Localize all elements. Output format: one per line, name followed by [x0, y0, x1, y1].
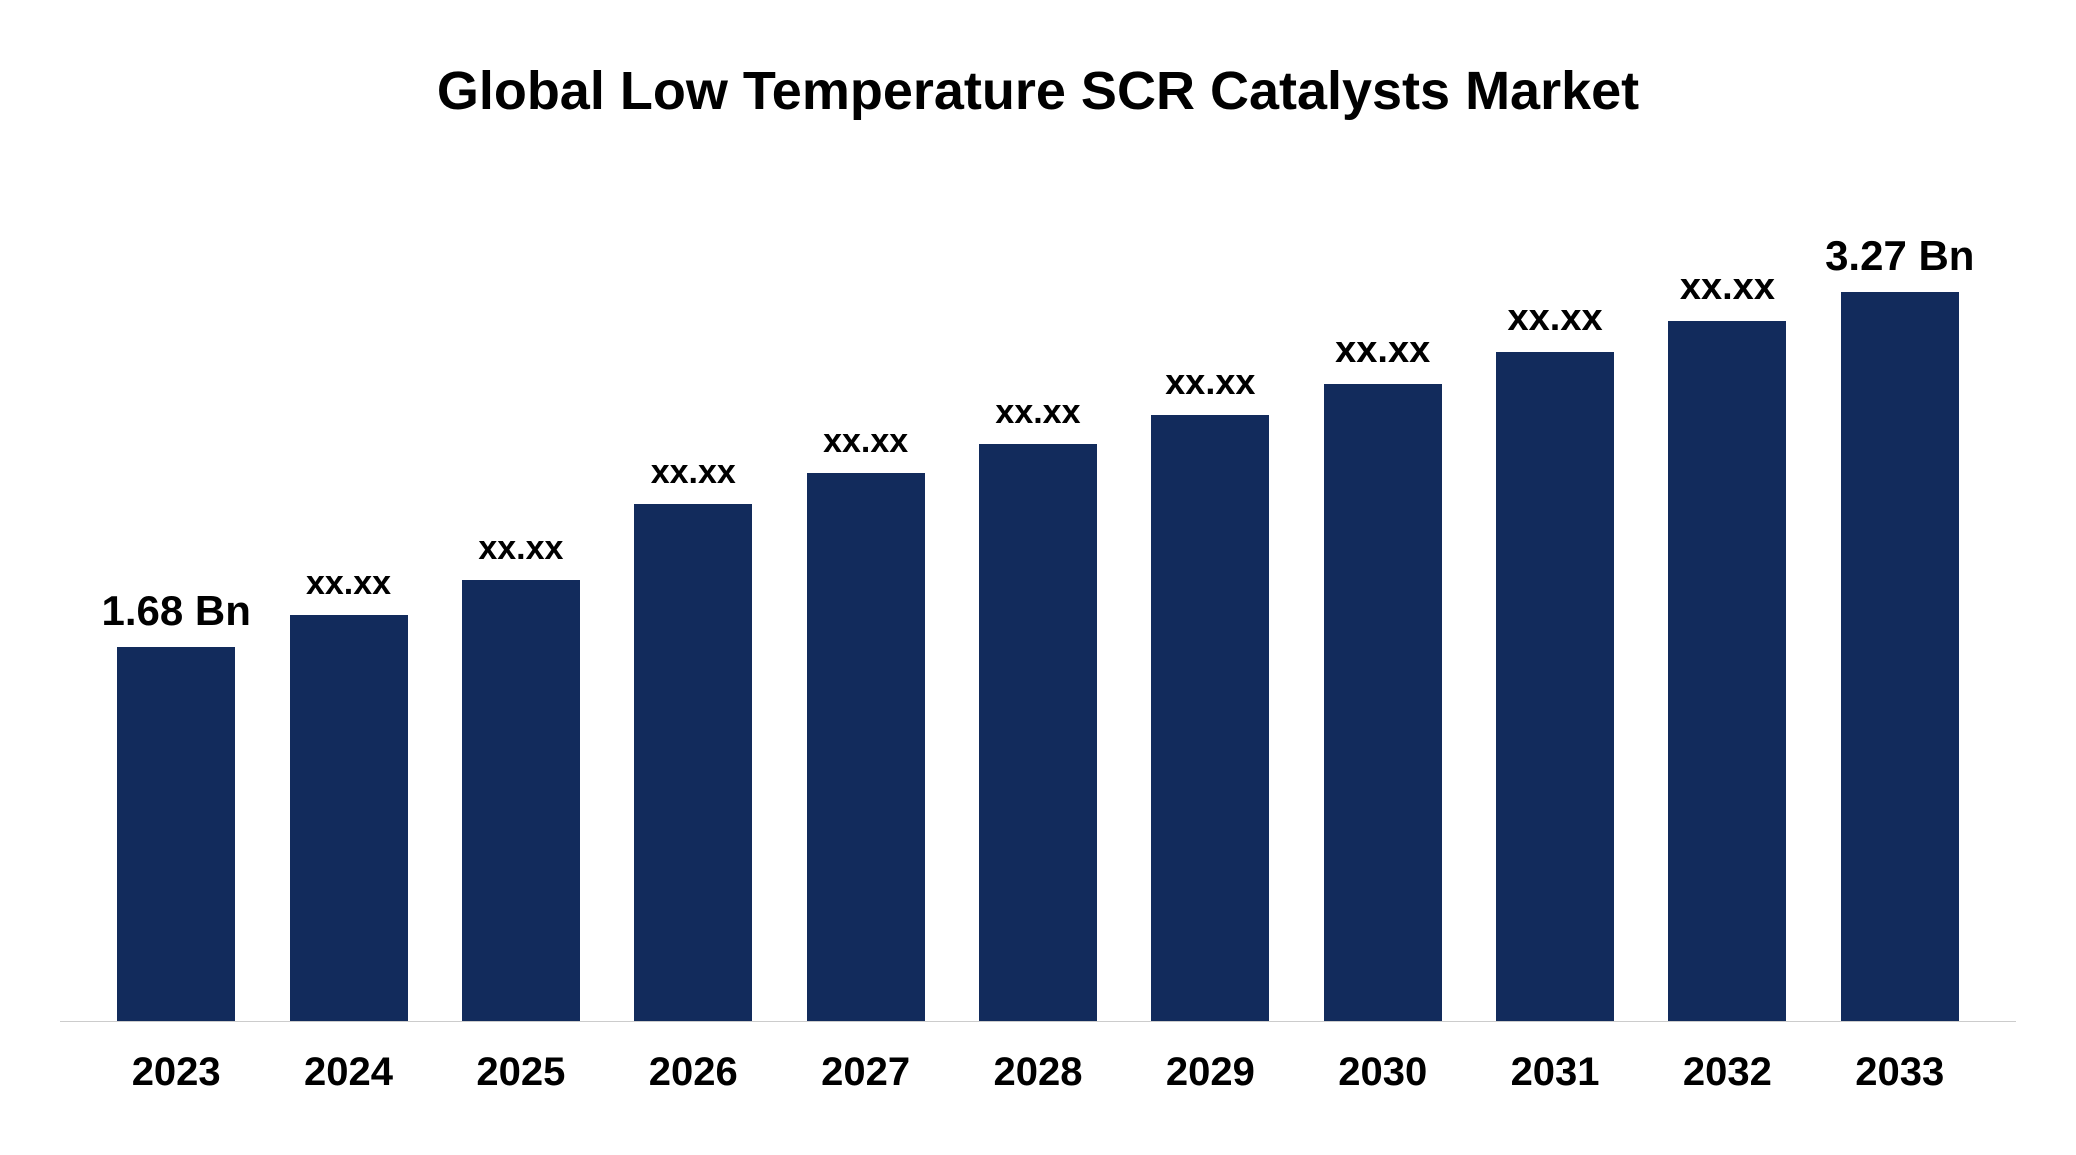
- bar-value-label: 1.68 Bn: [101, 587, 250, 635]
- x-tick-label: 2033: [1814, 1050, 1986, 1095]
- bar-group: xx.xx: [262, 564, 434, 1021]
- bar-value-label: xx.xx: [478, 529, 563, 568]
- x-tick-label: 2032: [1641, 1050, 1813, 1095]
- bar: [1151, 415, 1269, 1021]
- x-tick-label: 2024: [262, 1050, 434, 1095]
- bar-value-label: xx.xx: [1165, 361, 1255, 403]
- bar-value-label: xx.xx: [1508, 297, 1603, 340]
- x-tick-label: 2026: [607, 1050, 779, 1095]
- bar: [462, 580, 580, 1021]
- bar-value-label: xx.xx: [651, 453, 736, 492]
- bar-value-label: xx.xx: [823, 422, 908, 461]
- bar-group: xx.xx: [1641, 266, 1813, 1021]
- bar: [290, 615, 408, 1021]
- bar: [1668, 321, 1786, 1021]
- x-tick-label: 2030: [1297, 1050, 1469, 1095]
- bar-value-label: 3.27 Bn: [1825, 232, 1974, 280]
- x-tick-label: 2028: [952, 1050, 1124, 1095]
- bar-group: 3.27 Bn: [1814, 232, 1986, 1021]
- bar-value-label: xx.xx: [995, 393, 1080, 432]
- bar-value-label: xx.xx: [1680, 266, 1775, 309]
- bar-value-label: xx.xx: [1335, 329, 1430, 372]
- bar: [117, 647, 235, 1021]
- chart-title: Global Low Temperature SCR Catalysts Mar…: [60, 60, 2016, 122]
- bar-group: xx.xx: [435, 529, 607, 1021]
- bar: [634, 504, 752, 1021]
- bars-area: 1.68 Bn xx.xx xx.xx xx.xx xx.xx xx.xx xx.xx xx.…: [60, 162, 2016, 1022]
- bar: [979, 444, 1097, 1021]
- bar-group: xx.xx: [1469, 297, 1641, 1021]
- bar-group: xx.xx: [1124, 361, 1296, 1021]
- bar: [807, 473, 925, 1021]
- bar: [1841, 292, 1959, 1021]
- bar-group: xx.xx: [1297, 329, 1469, 1021]
- x-tick-label: 2025: [435, 1050, 607, 1095]
- x-axis: 2023202420252026202720282029203020312032…: [60, 1050, 2016, 1095]
- bar-group: 1.68 Bn: [90, 587, 262, 1021]
- x-tick-label: 2029: [1124, 1050, 1296, 1095]
- bar-value-label: xx.xx: [306, 564, 391, 603]
- chart-container: Global Low Temperature SCR Catalysts Mar…: [60, 60, 2016, 1115]
- bar-group: xx.xx: [607, 453, 779, 1021]
- bar-group: xx.xx: [779, 422, 951, 1021]
- x-tick-label: 2027: [779, 1050, 951, 1095]
- x-tick-label: 2023: [90, 1050, 262, 1095]
- bar-group: xx.xx: [952, 393, 1124, 1021]
- x-tick-label: 2031: [1469, 1050, 1641, 1095]
- bar: [1324, 384, 1442, 1021]
- bar: [1496, 352, 1614, 1021]
